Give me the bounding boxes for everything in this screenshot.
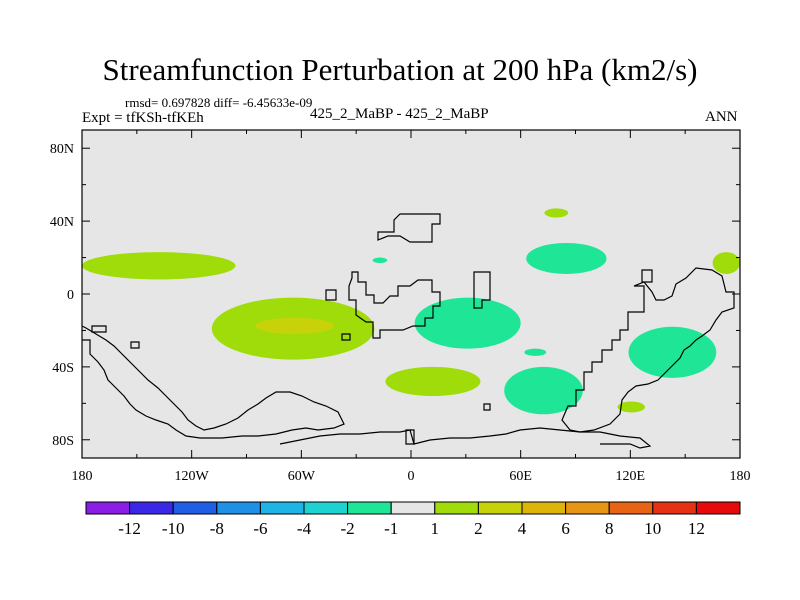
x-tick-label: 60E	[509, 469, 532, 484]
case-label: 425_2_MaBP - 425_2_MaBP	[310, 106, 489, 122]
colorbar-swatch	[652, 501, 697, 515]
colorbar-swatch	[608, 501, 654, 515]
colorbar-label: -8	[210, 519, 224, 538]
experiment-label: Expt = tfKSh-tfKEh	[82, 110, 204, 126]
region-positive-west-pacific	[712, 252, 741, 274]
chart-title: Streamfunction Perturbation at 200 hPa (…	[102, 52, 698, 87]
region-positive-south-indian	[617, 401, 645, 413]
x-tick-label: 120E	[616, 469, 646, 484]
colorbar-label: 8	[605, 519, 614, 538]
colorbar-label: 10	[644, 519, 661, 538]
colorbar-label: 1	[431, 519, 440, 538]
colorbar-swatch	[216, 501, 261, 515]
y-tick-label: 0	[67, 288, 74, 303]
region-negative-indian-ocean	[414, 297, 521, 349]
region-negative-asia	[526, 242, 607, 274]
y-tick-label: 40S	[52, 361, 74, 376]
region-negative-caribbean-small	[372, 257, 388, 264]
colorbar-swatch	[129, 501, 174, 515]
region-negative-arabian	[524, 348, 547, 356]
season-label: ANN	[705, 109, 738, 125]
y-tick-label: 80N	[50, 142, 74, 157]
colorbar-label: -6	[253, 519, 267, 538]
stats-label: rmsd= 0.697828 diff= -6.45633e-09	[125, 95, 313, 110]
x-tick-label: 60W	[288, 469, 316, 484]
colorbar-label: -10	[162, 519, 185, 538]
colorbar-swatch	[259, 501, 305, 515]
region-negative-south-indian	[504, 366, 583, 415]
region-positive-atlantic-core	[255, 317, 335, 335]
y-tick-label: 40N	[50, 215, 74, 230]
colorbar-label: 6	[561, 519, 570, 538]
colorbar-swatch	[347, 501, 392, 515]
region-positive-north-pacific-small	[544, 208, 569, 218]
x-tick-label: 180	[72, 469, 93, 484]
colorbar-swatch	[434, 501, 479, 515]
colorbar-label: -2	[341, 519, 355, 538]
colorbar-swatch	[172, 501, 218, 515]
region-negative-australia	[628, 326, 717, 378]
y-tick-label: 80S	[52, 434, 74, 449]
x-tick-label: 0	[408, 469, 415, 484]
x-tick-label: 180	[730, 469, 751, 484]
colorbar-swatch	[521, 501, 567, 515]
colorbar-swatch	[303, 501, 349, 515]
colorbar-swatch	[85, 501, 131, 515]
colorbar-label: 12	[688, 519, 705, 538]
region-positive-pacific-north	[81, 252, 236, 280]
colorbar-swatch	[695, 501, 741, 515]
colorbar-swatch	[390, 501, 436, 515]
colorbar-label: -4	[297, 519, 312, 538]
colorbar-swatch	[565, 501, 610, 515]
colorbar-label: 4	[518, 519, 527, 538]
x-tick-label: 120W	[175, 469, 210, 484]
colorbar-label: -1	[384, 519, 398, 538]
colorbar-swatch	[477, 501, 523, 515]
colorbar-label: 2	[474, 519, 483, 538]
colorbar-label: -12	[118, 519, 141, 538]
region-positive-south-atlantic	[385, 366, 481, 397]
coastlines	[81, 213, 735, 449]
